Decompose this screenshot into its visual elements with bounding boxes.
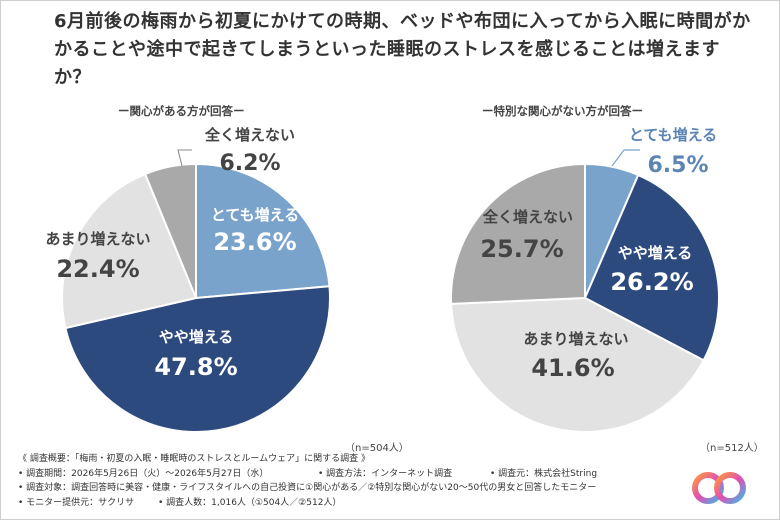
pie1-slice-3-value: 22.4% — [56, 255, 139, 283]
right-chart-subtitle: ー特別な関心がない方が回答ー — [482, 104, 643, 118]
footer-count: • 調査人数：1,016人（①504人／②512人） — [158, 497, 342, 508]
brand-logo-icon — [692, 472, 746, 504]
pie2-slice-3-label: あまり増えない — [523, 330, 628, 348]
pie1-leader-line — [177, 149, 192, 167]
pie2-slice-3 — [450, 296, 705, 433]
pie1-slice-4 — [143, 162, 197, 299]
pie1-slice-1-value: 23.6% — [213, 228, 296, 256]
pie2-leader-line — [611, 149, 640, 167]
pie2-slice-1-label: とても増える — [629, 126, 717, 144]
pie2-slice-2-value: 26.2% — [610, 268, 693, 296]
footer-provider: • モニター提供元：サクリサ — [18, 497, 135, 508]
pie1-slice-2-label: やや増える — [159, 328, 234, 346]
pie1-slice-4-value: 6.2% — [219, 151, 280, 176]
pie2-slice-4 — [450, 162, 586, 305]
left-chart-subtitle: ー関心がある方が回答ー — [118, 104, 245, 118]
pie1-slice-1-label: とても増える — [211, 206, 299, 224]
pie2-slice-1-value: 6.5% — [647, 153, 708, 178]
pie1-slice-3-label: あまり増えない — [45, 230, 150, 248]
footer-method: • 調査方法：インターネット調査 — [318, 468, 453, 479]
pie2-slice-3-value: 41.6% — [531, 354, 614, 382]
survey-footer: 《 調査概要：「梅雨・初夏の入眠・睡眠時のストレスとルームウェア」に関する調査 … — [18, 452, 718, 510]
pie2-slice-4-label: 全く増えない — [482, 208, 573, 226]
footer-survey-name: 《 調査概要：「梅雨・初夏の入眠・睡眠時のストレスとルームウェア」に関する調査 … — [18, 454, 370, 464]
footer-org: • 調査元：株式会社String — [490, 468, 598, 479]
pie1-slice-1 — [195, 162, 331, 300]
pie2-slice-4-value: 25.7% — [480, 235, 563, 263]
page-title: 6月前後の梅雨から初夏にかけての時期、ベッドや布団に入ってから入眠に時間がかかる… — [54, 11, 751, 88]
pie2-slice-2 — [583, 173, 720, 362]
right-sample-size: （n=512人） — [700, 443, 764, 454]
left-sample-size: （n=504人） — [345, 443, 409, 454]
pie1-slice-2-value: 47.8% — [154, 353, 237, 381]
pie1-slice-4-label: 全く増えない — [204, 126, 295, 144]
footer-target: • 調査対象：調査回答時に美容・健康・ライフスタイルへの自己投資に①関心がある／… — [18, 483, 597, 493]
pie1-slice-3 — [61, 172, 198, 330]
footer-period: • 調査期間：2026年5月26日（火）～2026年5月27日（水） — [18, 468, 269, 479]
pie1-slice-2 — [64, 285, 331, 433]
pie2-slice-2-label: やや増える — [618, 244, 693, 262]
